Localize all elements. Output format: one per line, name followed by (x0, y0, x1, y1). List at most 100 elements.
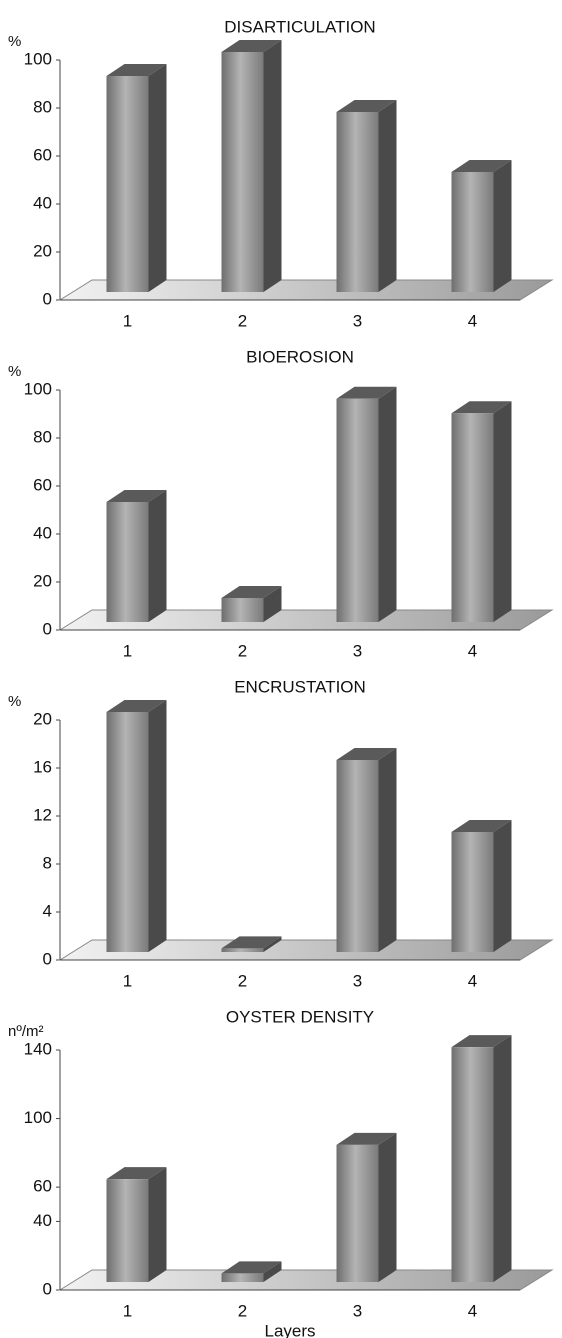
y-tick-label: 0 (43, 619, 52, 638)
y-tick-label: 20 (33, 571, 52, 590)
x-tick-label: 4 (468, 1301, 477, 1320)
y-axis-label: % (8, 693, 21, 710)
x-tick-label: 1 (123, 641, 132, 660)
bar-front (336, 1144, 379, 1282)
bar-top (336, 748, 397, 760)
bar-top (106, 64, 167, 76)
x-tick-label: 4 (468, 311, 477, 330)
y-tick-label: 100 (24, 379, 52, 398)
x-tick-label: 2 (238, 1301, 247, 1320)
bar (221, 586, 282, 622)
chart-title: OYSTER DENSITY (226, 1007, 374, 1026)
y-axis-label: % (8, 33, 21, 50)
x-tick-label: 1 (123, 311, 132, 330)
bar-side (378, 748, 397, 952)
bar-side (493, 401, 512, 622)
bar-front (106, 502, 149, 622)
bar-front (106, 1179, 149, 1282)
x-tick-label: 4 (468, 641, 477, 660)
bar-top (106, 700, 167, 712)
bar-side (378, 100, 397, 292)
bar (336, 386, 397, 622)
y-tick-label: 20 (33, 709, 52, 728)
x-tick-label: 1 (123, 971, 132, 990)
bar-front (451, 172, 494, 292)
y-tick-label: 140 (24, 1039, 52, 1058)
bar-front (221, 52, 264, 292)
y-tick-label: 40 (33, 193, 52, 212)
bar (106, 1167, 167, 1282)
bar-top (336, 386, 397, 399)
x-tick-label: 4 (468, 971, 477, 990)
bar-side (148, 700, 167, 952)
bar (336, 748, 397, 952)
y-tick-label: 40 (33, 1211, 52, 1230)
bar-side (263, 40, 282, 292)
bar-top (451, 1035, 512, 1048)
bar-front (451, 413, 494, 622)
bar-front (106, 712, 149, 952)
chart-title: ENCRUSTATION (234, 677, 366, 696)
x-tick-label: 2 (238, 311, 247, 330)
y-axis-label: % (8, 363, 21, 380)
bar-top (451, 160, 512, 172)
y-tick-label: 80 (33, 97, 52, 116)
y-tick-label: 0 (43, 1279, 52, 1298)
bar-side (378, 1132, 397, 1282)
y-tick-label: 20 (33, 241, 52, 260)
bar (106, 700, 167, 952)
bar-top (221, 586, 282, 598)
x-tick-label: 2 (238, 971, 247, 990)
x-tick-label: 3 (353, 971, 362, 990)
bar-side (148, 1167, 167, 1282)
bar-side (493, 820, 512, 952)
bar-side (148, 64, 167, 292)
x-tick-label: 2 (238, 641, 247, 660)
bar (451, 820, 512, 952)
bar-top (221, 1261, 282, 1274)
bar-front (221, 1273, 264, 1282)
bar-front (336, 112, 379, 292)
bar-top (451, 820, 512, 832)
bar-top (451, 401, 512, 414)
bar-side (263, 936, 282, 952)
bar (106, 490, 167, 622)
bar (451, 1035, 512, 1282)
y-tick-label: 100 (24, 49, 52, 68)
bar (221, 40, 282, 292)
bar-top (106, 490, 167, 502)
bar-top (106, 1167, 167, 1180)
y-tick-label: 60 (33, 475, 52, 494)
y-tick-label: 60 (33, 145, 52, 164)
x-axis-label: Layers (264, 1321, 315, 1338)
bar (336, 100, 397, 292)
y-tick-label: 16 (33, 757, 52, 776)
chart-title: DISARTICULATION (224, 17, 375, 36)
bar-top (336, 100, 397, 112)
bar-front (451, 832, 494, 952)
y-tick-label: 0 (43, 289, 52, 308)
y-tick-label: 8 (43, 853, 52, 872)
bar-front (451, 1047, 494, 1282)
y-tick-label: 100 (24, 1108, 52, 1127)
bar (221, 1261, 282, 1282)
bar-top (221, 40, 282, 52)
x-tick-label: 3 (353, 311, 362, 330)
y-tick-label: 0 (43, 949, 52, 968)
bar-front (336, 760, 379, 952)
bar-front (336, 398, 379, 622)
bar-side (148, 490, 167, 622)
bar-top (221, 936, 282, 949)
bar-top (336, 1132, 397, 1145)
bar-side (263, 1261, 282, 1282)
bar-side (378, 386, 397, 622)
y-axis-label: nº/m² (8, 1023, 43, 1040)
chart-title: BIOEROSION (246, 347, 354, 366)
x-tick-label: 3 (353, 641, 362, 660)
y-tick-label: 12 (33, 805, 52, 824)
y-tick-label: 4 (43, 901, 52, 920)
bar-front (221, 598, 264, 622)
x-tick-label: 1 (123, 1301, 132, 1320)
bar (336, 1132, 397, 1282)
